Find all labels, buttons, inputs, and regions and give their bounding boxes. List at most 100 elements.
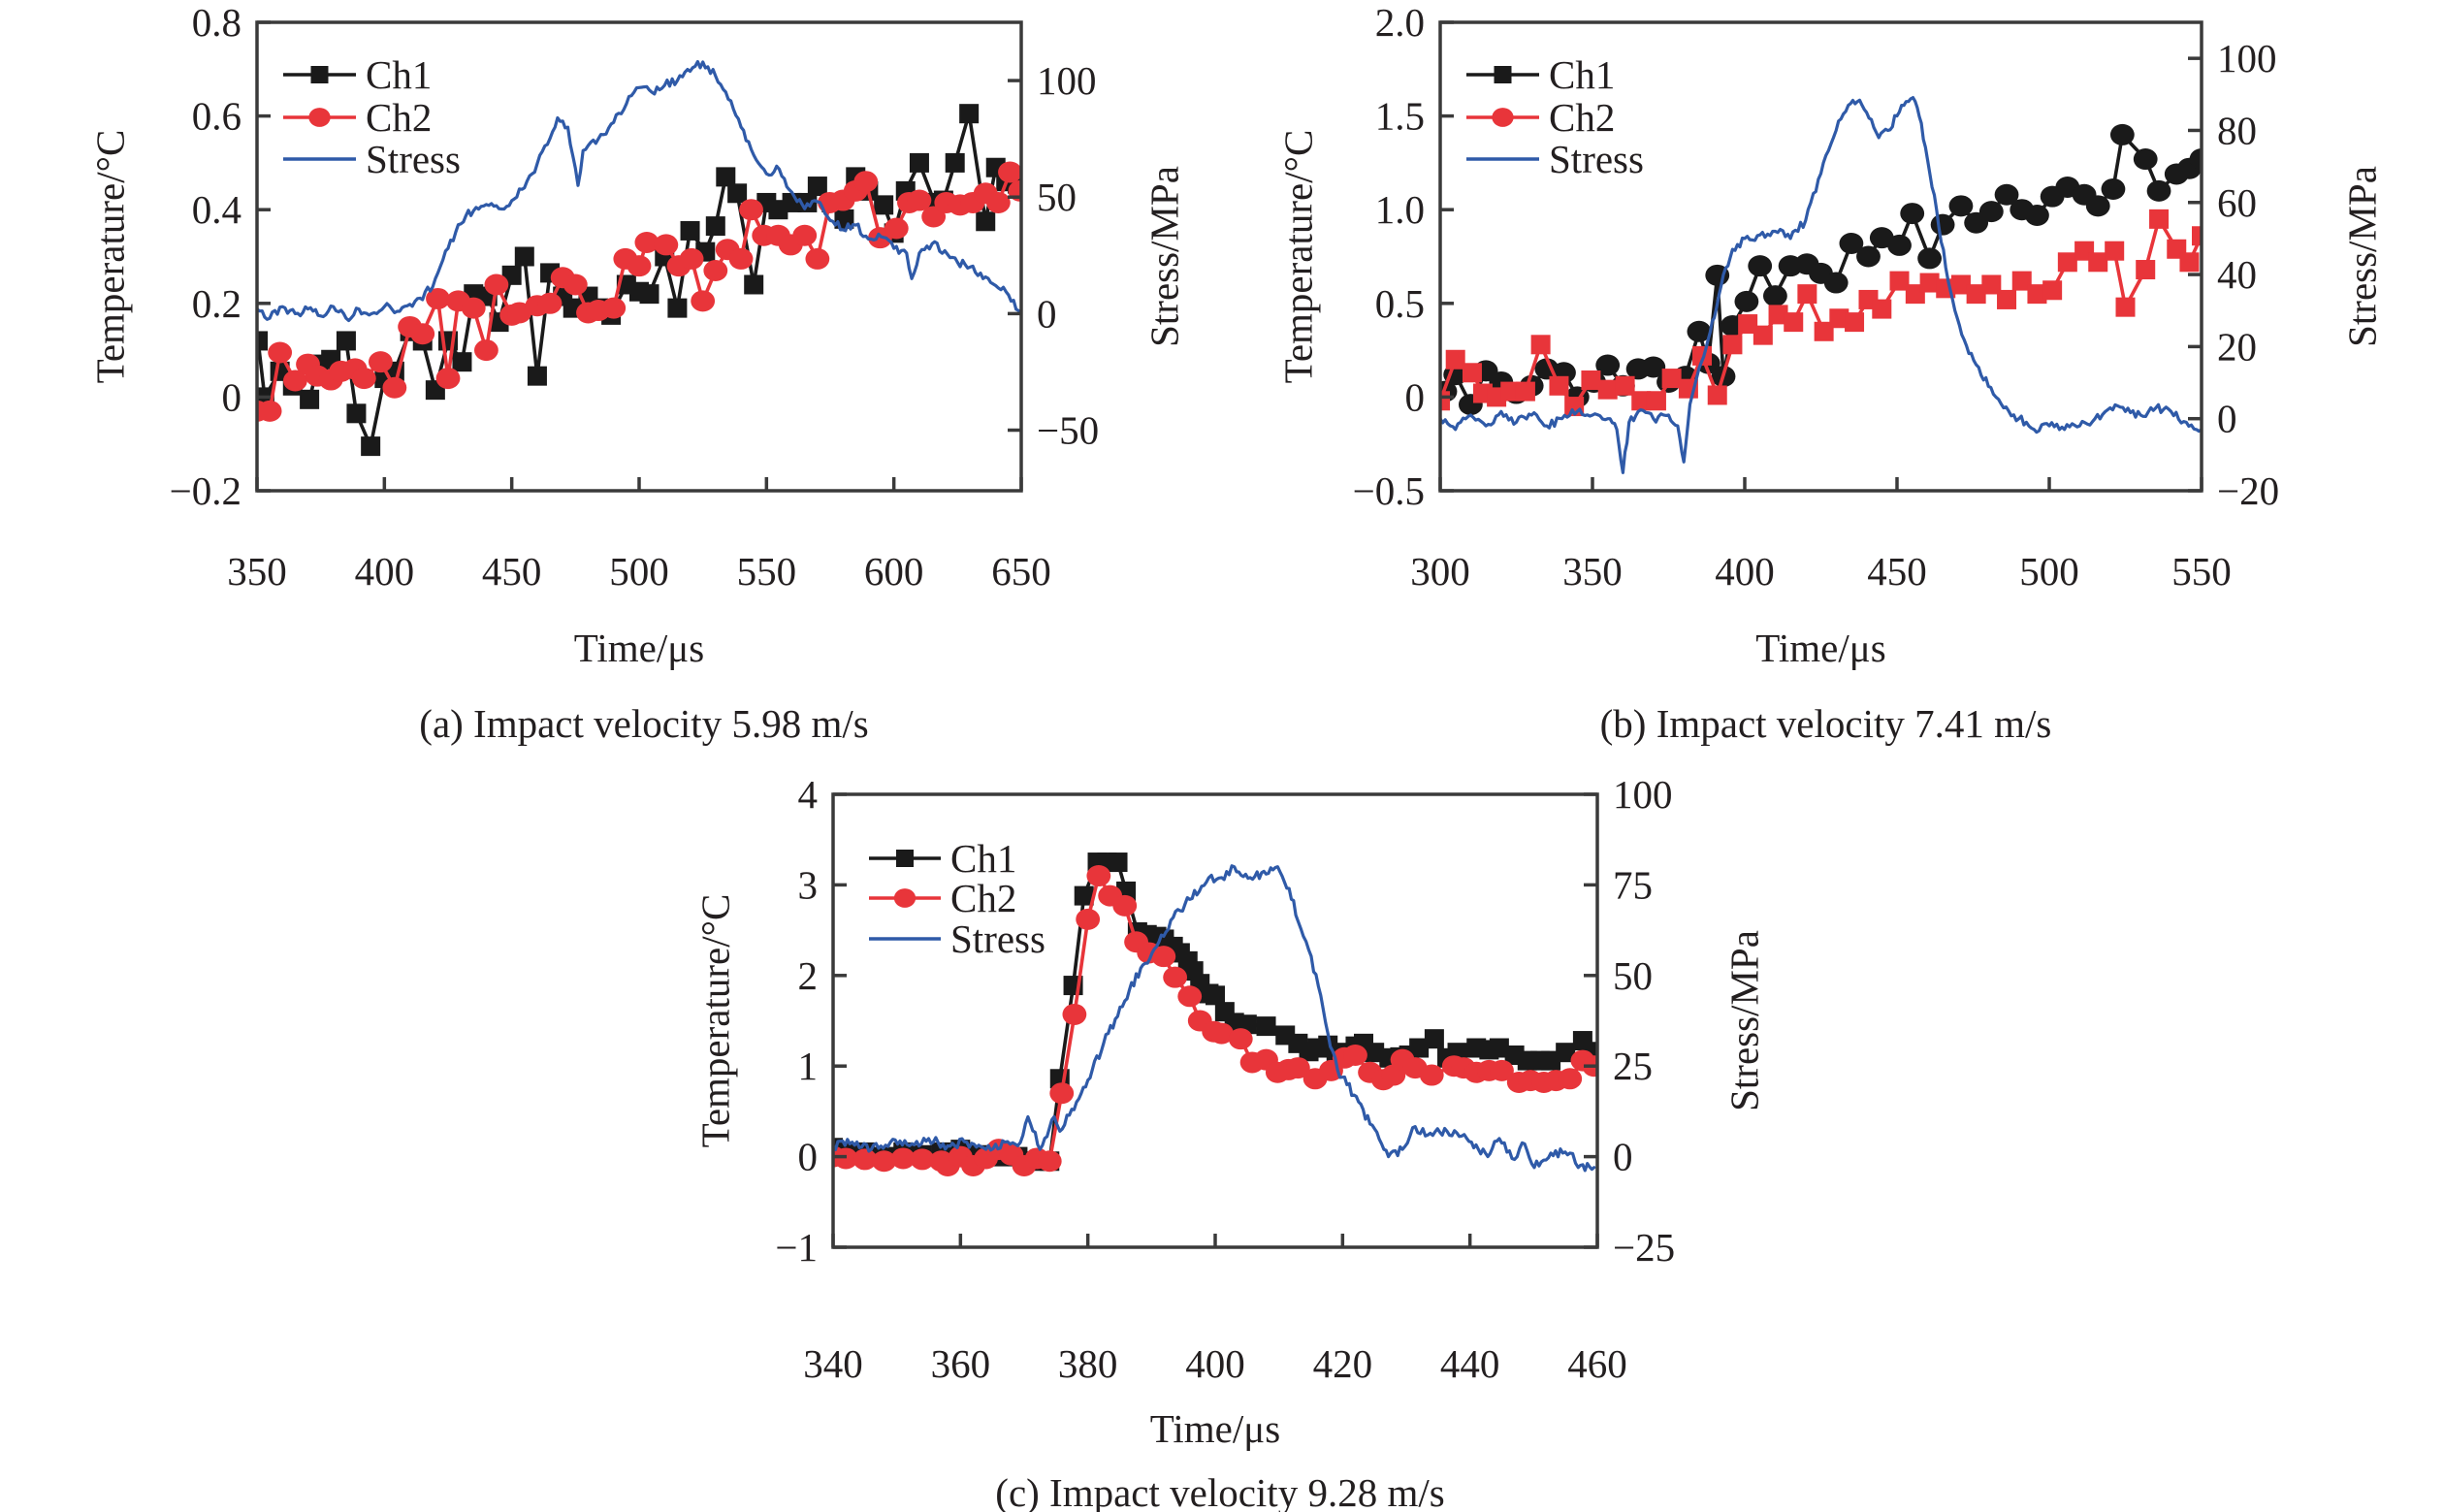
y-tick-label: 0: [222, 374, 242, 419]
y2-tick-label: 0: [2217, 397, 2237, 441]
markers-ch2: [257, 161, 1021, 422]
data-point-ch2: [1919, 273, 1940, 293]
data-point-ch2: [2115, 297, 2136, 317]
y-tick-label: 1.5: [1375, 94, 1425, 139]
y2-axis-label: Stress/MPa: [1142, 166, 1186, 347]
y2-tick-label: 0: [1037, 291, 1057, 336]
data-point-ch1: [514, 246, 534, 267]
data-point-ch2: [872, 1150, 896, 1173]
data-point-ch1: [2109, 123, 2135, 145]
data-point-ch1: [1856, 245, 1881, 268]
data-point-ch2: [805, 247, 830, 270]
data-point-ch1: [727, 183, 748, 204]
data-point-ch2: [634, 232, 659, 254]
data-point-ch1: [667, 298, 688, 318]
data-point-ch1: [959, 104, 980, 124]
x-tick-label: 550: [737, 549, 797, 594]
data-point-ch2: [1530, 335, 1551, 355]
y2-tick-label: 100: [1613, 772, 1673, 817]
panel-b: 300 350 400 450 500 550 −0.5 0 0.5 1.0 1.5 2.0 −20 0 2…: [1275, 0, 2384, 746]
series-line-stress: [833, 864, 1596, 1173]
y2-tick-label: 75: [1613, 862, 1653, 907]
x-tick-label: 600: [864, 549, 924, 594]
data-point-ch2: [1440, 391, 1450, 411]
y-tick-label: −0.2: [170, 468, 241, 513]
legend-item-ch1: Ch1: [869, 836, 1016, 881]
data-point-ch2: [1692, 345, 1713, 366]
data-point-ch2: [679, 247, 704, 270]
series-line-ch1: [833, 860, 1596, 1164]
data-point-ch1: [1748, 255, 1773, 277]
legend-item-ch2: Ch2: [869, 876, 1016, 920]
data-point-ch1: [782, 192, 802, 212]
legend-item-ch1: Ch1: [283, 52, 432, 97]
x-tick-label: 450: [482, 549, 542, 594]
data-point-ch2: [1500, 381, 1521, 402]
y-tick-label: 0.8: [192, 0, 241, 45]
data-point-ch2: [985, 191, 1011, 213]
y-tick-label: 0: [798, 1135, 819, 1179]
markers-ch2: [833, 865, 1597, 1176]
y2-tick-label: 100: [2217, 36, 2277, 80]
data-point-ch1: [1424, 1029, 1444, 1049]
data-point-ch1: [909, 152, 929, 173]
data-point-ch2: [1062, 1003, 1087, 1025]
data-point-ch2: [2179, 252, 2200, 273]
data-point-ch2: [1829, 308, 1849, 329]
data-point-ch2: [627, 255, 652, 277]
y-tick-label: 0.5: [1375, 281, 1425, 326]
data-point-ch2: [563, 273, 588, 296]
data-point-ch2: [910, 1148, 935, 1171]
data-point-ch2: [1419, 1064, 1444, 1086]
data-point-ch2: [257, 400, 282, 422]
data-point-ch1: [1930, 213, 1955, 236]
data-point-ch2: [2136, 260, 2156, 280]
data-point-ch2: [1558, 1068, 1583, 1090]
y2-tick-label: 60: [2217, 180, 2257, 225]
legend-label: Ch2: [1549, 95, 1615, 140]
data-point-ch1: [2025, 204, 2049, 226]
data-point-ch1: [2085, 195, 2110, 217]
y2-tick-label: 100: [1037, 58, 1097, 103]
data-point-ch1: [680, 220, 700, 241]
legend-item-stress: Stress: [283, 137, 461, 181]
plot-area: [1440, 96, 2202, 474]
data-point-ch2: [1966, 284, 1986, 305]
y-axis-label: Temperature/°C: [692, 894, 737, 1148]
panel-a: 350 400 450 500 550 600 650−0.200.20.40.60.8−5…: [87, 0, 1186, 746]
legend-item-stress: Stress: [1466, 137, 1644, 181]
data-point-ch1: [1556, 1043, 1576, 1063]
y2-axis-label: Stress/MPa: [1721, 930, 1766, 1111]
data-point-ch2: [739, 199, 763, 221]
legend-marker-circle: [893, 888, 916, 908]
data-point-ch2: [1151, 946, 1176, 968]
data-point-ch1: [1763, 285, 1787, 307]
x-tick-label: 550: [2171, 549, 2232, 594]
data-point-ch1: [527, 366, 547, 386]
y-axis-label: Temperature/°C: [87, 130, 132, 384]
legend-item-ch1: Ch1: [1466, 52, 1615, 97]
data-point-ch2: [1049, 1082, 1075, 1105]
x-axis-label: Time/μs: [574, 626, 704, 670]
plot-area: [257, 59, 1021, 457]
panel-c: 340 360 380 400 420 440 460 −1 0 1 2 3 4 −25 0 25 50 75 10…: [692, 772, 1766, 1512]
data-point-ch1: [1409, 1038, 1430, 1058]
data-point-ch1: [452, 352, 472, 372]
data-point-ch2: [1163, 966, 1188, 988]
data-point-ch2: [1997, 289, 2017, 309]
data-point-ch2: [1490, 1059, 1514, 1081]
data-point-ch1: [346, 403, 367, 424]
legend-label: Ch1: [950, 836, 1016, 881]
data-point-ch1: [1917, 247, 1942, 270]
data-point-ch2: [1753, 325, 1773, 345]
x-tick-label: 450: [1867, 549, 1927, 594]
x-tick-label: 420: [1313, 1341, 1373, 1386]
data-point-ch2: [537, 292, 563, 314]
data-point-ch1: [1206, 985, 1225, 1006]
data-point-ch2: [410, 323, 435, 345]
legend-label: Ch2: [950, 876, 1016, 920]
y-tick-label: 2: [798, 953, 819, 998]
